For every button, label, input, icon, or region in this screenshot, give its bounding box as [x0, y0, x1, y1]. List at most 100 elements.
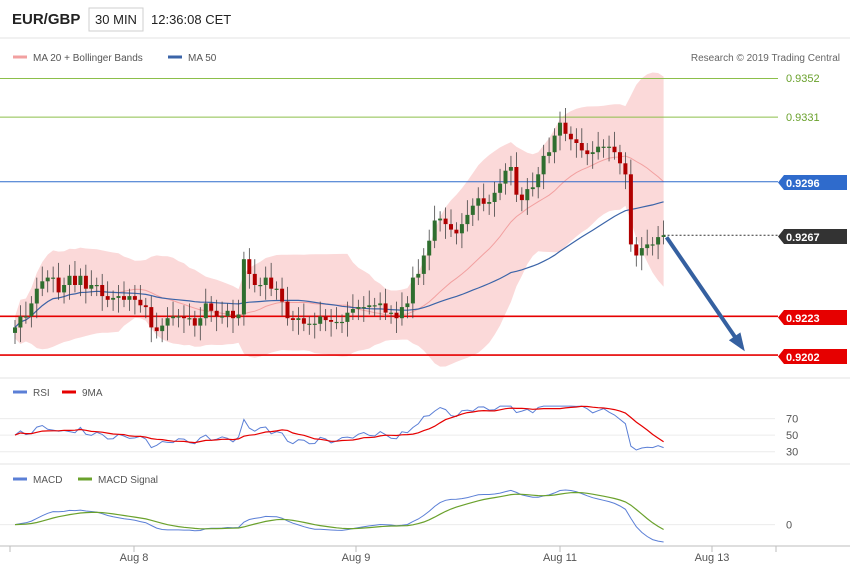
- candle-body: [476, 198, 481, 206]
- candle-body: [154, 327, 159, 332]
- pair-title: EUR/GBP: [12, 11, 80, 28]
- rsi-tick-30: 30: [786, 447, 798, 459]
- candle-body: [568, 133, 573, 140]
- candle-body: [323, 316, 328, 321]
- candle-body: [525, 189, 530, 201]
- candle-body: [78, 275, 83, 285]
- level-label-3: 0.9267: [786, 232, 820, 244]
- candle-body: [601, 146, 606, 148]
- candle-body: [650, 244, 655, 246]
- candle-body: [318, 316, 323, 324]
- candle-body: [220, 316, 225, 318]
- candle-body: [83, 275, 88, 289]
- candle-body: [247, 259, 252, 274]
- candle-body: [340, 321, 344, 324]
- candle-body: [416, 273, 421, 278]
- candle-body: [40, 281, 45, 289]
- candle-body: [23, 316, 28, 318]
- levels: 0.9352 0.9331 0.9296 0.9267 0.9223 0.920…: [778, 73, 847, 364]
- candle-body: [399, 307, 404, 319]
- candle-body: [454, 229, 459, 234]
- candle-body: [618, 152, 622, 164]
- candle-body: [111, 297, 116, 300]
- support-tag-1: [778, 310, 847, 325]
- candle-body: [470, 205, 475, 215]
- candle-body: [132, 296, 137, 300]
- candle-body: [514, 167, 519, 195]
- candle-body: [541, 155, 546, 175]
- level-label-5: 0.9202: [786, 352, 820, 364]
- candle-body: [432, 220, 437, 241]
- candle-body: [329, 320, 334, 322]
- level-label-0: 0.9352: [786, 73, 820, 85]
- candle-body: [29, 303, 34, 317]
- candle-body: [105, 296, 110, 300]
- candle-body: [334, 321, 339, 324]
- candle-body: [438, 218, 443, 221]
- candle-body: [449, 224, 453, 230]
- candle-body: [100, 285, 105, 297]
- candle-body: [536, 174, 541, 188]
- candle-body: [645, 244, 650, 249]
- candle-body: [127, 296, 132, 300]
- level-label-4: 0.9223: [786, 313, 820, 325]
- candle-body: [443, 218, 448, 225]
- candle-body: [410, 277, 415, 304]
- candle-body: [176, 316, 181, 318]
- forecast-arrowhead: [728, 332, 745, 352]
- candle-body: [383, 303, 388, 313]
- legend-rsi-ma: 9MA: [82, 388, 103, 399]
- candle-body: [13, 327, 17, 333]
- candle-body: [389, 312, 394, 314]
- candle-body: [263, 277, 268, 285]
- candle-body: [394, 312, 399, 319]
- candle-body: [585, 150, 590, 155]
- macd-line: [14, 489, 664, 543]
- candle-body: [209, 303, 214, 311]
- candle-body: [301, 318, 306, 324]
- candle-body: [552, 135, 557, 153]
- candle-body: [574, 139, 579, 143]
- candle-body: [656, 237, 661, 245]
- bollinger-band-area: [15, 72, 664, 367]
- candle-body: [274, 288, 279, 290]
- rsi-line: [14, 405, 664, 451]
- candle-body: [160, 325, 165, 332]
- candle-body: [563, 122, 568, 134]
- candle-body: [498, 183, 503, 193]
- timestamp: 12:36:08 CET: [151, 12, 231, 27]
- price-panel: [0, 72, 778, 367]
- candle-body: [634, 244, 639, 256]
- legend-macd: MACD: [33, 475, 62, 486]
- candle-body: [203, 303, 208, 319]
- candle-body: [459, 224, 464, 234]
- candle-body: [481, 198, 486, 204]
- candle-body: [252, 273, 257, 285]
- candle-body: [628, 174, 633, 245]
- candle-body: [18, 316, 23, 328]
- candle-body: [236, 314, 241, 319]
- candle-body: [503, 170, 508, 184]
- x-axis-ticks: [9, 546, 777, 552]
- candle-body: [558, 122, 562, 136]
- rsi-panel: 70 50 30: [0, 405, 798, 459]
- candle-body: [579, 143, 584, 151]
- candle-body: [149, 307, 154, 328]
- candle-body: [258, 285, 263, 287]
- candle-body: [225, 310, 230, 317]
- level-label-1: 0.9331: [786, 112, 820, 124]
- candle-body: [612, 146, 617, 153]
- candle-body: [138, 299, 143, 306]
- candle-body: [122, 296, 126, 300]
- candle-body: [280, 288, 285, 302]
- candle-body: [296, 318, 301, 320]
- candle-body: [661, 235, 666, 237]
- candle-body: [73, 275, 77, 285]
- candle-body: [165, 318, 170, 326]
- candle-body: [214, 310, 219, 317]
- candle-body: [231, 310, 235, 319]
- candle-body: [519, 194, 524, 201]
- x-label-aug8: Aug 8: [120, 552, 149, 564]
- candle-body: [198, 318, 203, 326]
